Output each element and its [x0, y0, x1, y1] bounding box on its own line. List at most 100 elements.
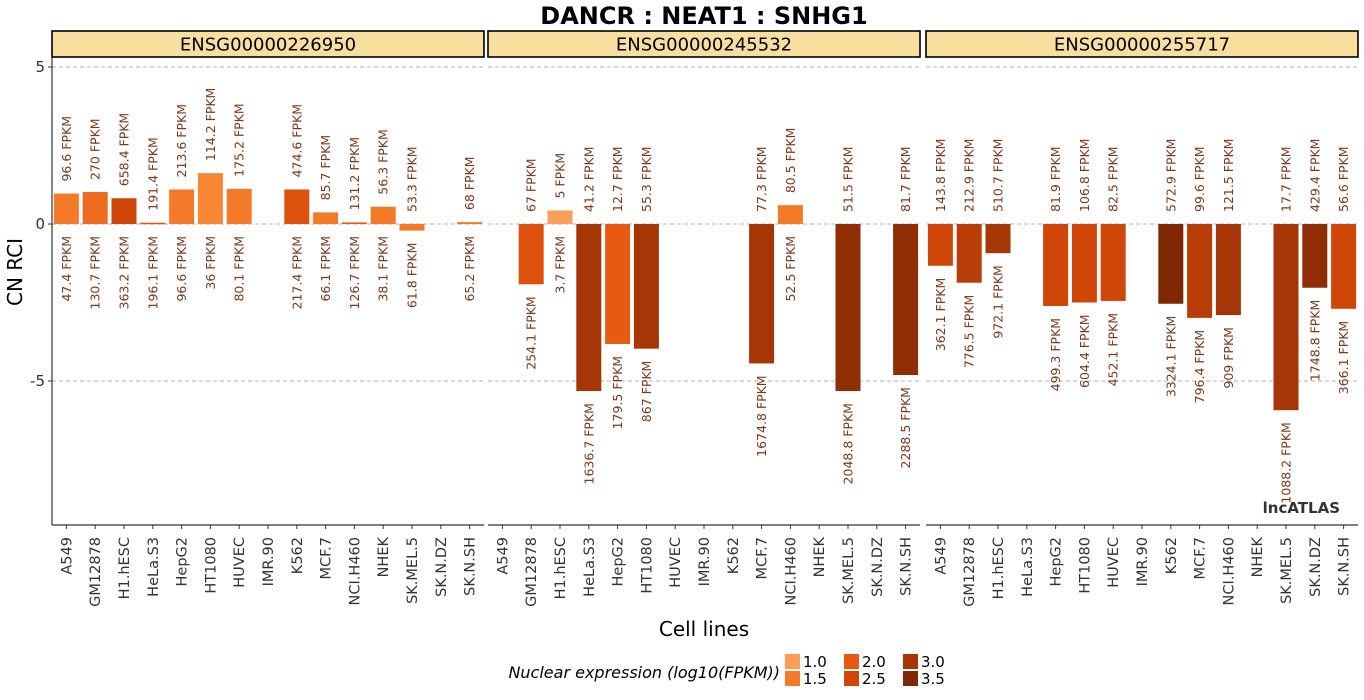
bar-label-top: 56.3 FPKM [376, 129, 391, 195]
x-tick-label: NHEK [1250, 537, 1266, 578]
bar-label-top: 55.3 FPKM [639, 146, 654, 212]
bar-label-top: 68 FPKM [462, 157, 477, 211]
x-tick-label: GM12878 [88, 537, 104, 607]
x-tick-label: A549 [495, 537, 511, 575]
bar [111, 198, 137, 224]
bar-label-bottom: 1674.8 FPKM [754, 375, 769, 456]
bar-label-top: 5 FPKM [553, 153, 568, 199]
x-tick-label: SK.MEL.5 [841, 537, 857, 604]
bar [927, 224, 953, 266]
bar-label-bottom: 366.1 FPKM [1336, 321, 1351, 394]
x-tick-label: IMR.90 [1135, 537, 1151, 586]
bar-label-bottom: 126.7 FPKM [347, 236, 362, 309]
bar-label-top: 572.9 FPKM [1163, 139, 1178, 212]
bar-label-top: 81.7 FPKM [898, 146, 913, 212]
bar [226, 188, 252, 224]
bar [956, 224, 982, 283]
facet-strip [487, 30, 921, 58]
x-tick-label: HeLa.S3 [1020, 537, 1036, 597]
y-tick-label: 5 [35, 58, 45, 76]
facet-panel: ENSG00000226950 A549 96.6 FPKM 47.4 FPKM GM1… [51, 30, 485, 607]
bar-label-bottom: 604.4 FPKM [1077, 315, 1092, 388]
bar [1187, 224, 1213, 318]
x-tick-label: GM12878 [524, 537, 540, 607]
x-tick-label: SK.MEL.5 [405, 537, 421, 604]
bar [1100, 224, 1126, 301]
y-axis-title: CN RCI [3, 238, 27, 306]
facet-strip-label: ENSG00000255717 [1054, 35, 1230, 56]
bar-label-top: 658.4 FPKM [117, 113, 132, 186]
bar-label-top: 41.2 FPKM [581, 146, 596, 212]
legend-label: 1.5 [803, 670, 827, 688]
x-tick-label: HepG2 [611, 537, 627, 587]
bar-label-top: 99.6 FPKM [1192, 146, 1207, 212]
bar-label-top: 80.5 FPKM [783, 128, 798, 194]
bar [1158, 224, 1184, 304]
x-tick-label: SK.MEL.5 [1279, 537, 1295, 604]
bar-label-bottom: 776.5 FPKM [962, 295, 977, 368]
legend-label: 3.0 [921, 653, 945, 671]
bar [169, 189, 195, 224]
x-tick-label: H1.hESC [117, 537, 133, 599]
bar [197, 173, 223, 224]
x-tick-label: NCI.H460 [347, 537, 363, 605]
bar-label-top: 82.5 FPKM [1106, 146, 1121, 212]
legend-swatch [903, 654, 918, 669]
facet-strip [925, 30, 1359, 58]
bar-label-bottom: 96.6 FPKM [174, 236, 189, 302]
x-tick-label: HT1080 [203, 537, 219, 594]
facet-panel: ENSG00000255717 A549 143.8 FPKM 362.1 FPKM G… [925, 30, 1359, 607]
bar-label-top: 81.9 FPKM [1048, 146, 1063, 212]
x-tick-label: NHEK [376, 537, 392, 578]
bar [399, 224, 425, 231]
x-tick-label: MCF.7 [1193, 537, 1209, 579]
bar-label-bottom: 972.1 FPKM [991, 265, 1006, 338]
x-tick-label: HT1080 [639, 537, 655, 594]
bar-label-bottom: 796.4 FPKM [1192, 330, 1207, 403]
bar-label-bottom: 3.7 FPKM [553, 236, 568, 294]
bar [370, 206, 396, 224]
bar-label-top: 121.5 FPKM [1221, 139, 1236, 212]
facet-panels: ENSG00000226950 A549 96.6 FPKM 47.4 FPKM GM1… [51, 30, 1359, 607]
bar-label-bottom: 65.2 FPKM [462, 236, 477, 302]
facet-panel: ENSG00000245532 A549 GM12878 67 FPKM 254.1 F… [487, 30, 921, 607]
bar-label-top: 53.3 FPKM [405, 146, 420, 212]
bar [313, 212, 339, 224]
bar-label-bottom: 52.5 FPKM [783, 236, 798, 302]
x-tick-label: NHEK [812, 537, 828, 578]
bar-label-top: 429.4 FPKM [1307, 139, 1322, 212]
bar-label-bottom: 363.2 FPKM [117, 236, 132, 309]
x-tick-label: HeLa.S3 [146, 537, 162, 597]
bar [82, 191, 108, 224]
x-tick-label: HUVEC [668, 537, 684, 588]
x-tick-label: SK.N.DZ [870, 537, 886, 597]
legend-title: Nuclear expression (log10(FPKM)) [508, 663, 780, 682]
bar [1043, 224, 1069, 306]
bar-label-top: 51.5 FPKM [841, 146, 856, 212]
bar [749, 224, 775, 364]
bar-label-top: 191.4 FPKM [145, 137, 160, 210]
x-tick-label: NCI.H460 [783, 537, 799, 605]
legend-label: 2.0 [862, 653, 886, 671]
bar-label-bottom: 47.4 FPKM [59, 236, 74, 302]
bar-label-bottom: 80.1 FPKM [232, 236, 247, 302]
legend-swatch [844, 654, 859, 669]
bar-label-bottom: 217.4 FPKM [289, 236, 304, 309]
bar [777, 205, 803, 224]
bar-label-top: 56.6 FPKM [1336, 146, 1351, 212]
bar-label-bottom: 254.1 FPKM [524, 296, 539, 369]
bar-label-top: 96.6 FPKM [59, 116, 74, 182]
bar-label-top: 474.6 FPKM [289, 104, 304, 177]
legend-swatch [785, 671, 800, 686]
facet-strip-label: ENSG00000245532 [616, 35, 792, 56]
bar-label-top: 85.7 FPKM [318, 135, 333, 201]
x-tick-label: HepG2 [175, 537, 191, 587]
bar-label-bottom: 362.1 FPKM [933, 278, 948, 351]
x-tick-label: H1.hESC [991, 537, 1007, 599]
bar-label-top: 106.8 FPKM [1077, 139, 1092, 212]
bar-label-bottom: 2048.8 FPKM [841, 403, 856, 484]
bar-label-top: 12.7 FPKM [610, 146, 625, 212]
legend-swatch [785, 654, 800, 669]
bar [1273, 224, 1299, 411]
x-tick-label: HUVEC [232, 537, 248, 588]
